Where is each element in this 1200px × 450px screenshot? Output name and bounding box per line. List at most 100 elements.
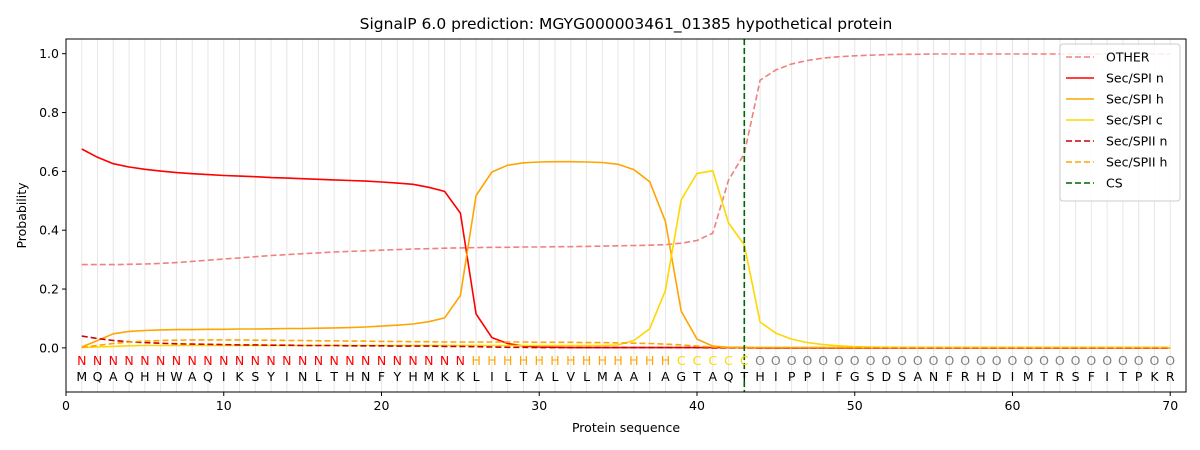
series-line-sec-spi-n	[81, 148, 1171, 349]
residue-label: A	[708, 369, 717, 384]
region-label: O	[850, 353, 860, 368]
residue-label: Y	[266, 369, 275, 384]
residue-label: T	[692, 369, 701, 384]
region-label: O	[771, 353, 781, 368]
x-tick-label: 50	[847, 398, 863, 413]
region-label: O	[960, 353, 970, 368]
residue-label: I	[222, 369, 226, 384]
residue-label: I	[821, 369, 825, 384]
region-label: N	[424, 353, 433, 368]
legend-entry: Sec/SPII h	[1106, 155, 1167, 170]
region-label: N	[140, 353, 149, 368]
residue-label: Q	[124, 369, 134, 384]
region-label: N	[393, 353, 402, 368]
residue-label: G	[676, 369, 686, 384]
region-label: N	[345, 353, 354, 368]
residue-label: L	[504, 369, 511, 384]
region-label: H	[582, 353, 591, 368]
residue-label: H	[755, 369, 764, 384]
residue-label: D	[881, 369, 891, 384]
sequence-annotation: NMNQNANQNHNHNWNANQNINKNSNYNINNNLNTNHNNNF…	[76, 353, 1175, 384]
y-axis-label: Probability	[14, 182, 29, 249]
residue-label: K	[456, 369, 465, 384]
region-label: H	[503, 353, 512, 368]
region-label: N	[251, 353, 260, 368]
region-label: O	[834, 353, 844, 368]
region-label: N	[408, 353, 417, 368]
residue-label: S	[1072, 369, 1080, 384]
region-label: H	[629, 353, 638, 368]
residue-label: W	[170, 369, 182, 384]
residue-label: V	[567, 369, 576, 384]
residue-label: A	[109, 369, 118, 384]
region-label: O	[866, 353, 876, 368]
region-label: N	[124, 353, 133, 368]
residue-label: F	[946, 369, 953, 384]
y-tick-label: 1.0	[39, 46, 59, 61]
residue-label: L	[583, 369, 590, 384]
legend-entry: Sec/SPI c	[1106, 113, 1163, 128]
residue-label: T	[1118, 369, 1127, 384]
residue-label: L	[315, 369, 322, 384]
residue-label: T	[519, 369, 528, 384]
region-label: O	[944, 353, 954, 368]
region-label: H	[598, 353, 607, 368]
region-label: O	[881, 353, 891, 368]
region-label: C	[708, 353, 717, 368]
region-label: O	[1165, 353, 1175, 368]
region-label: C	[677, 353, 686, 368]
y-tick-label: 0.2	[39, 282, 59, 297]
region-label: H	[645, 353, 654, 368]
residue-label: A	[188, 369, 197, 384]
y-tick-label: 0.8	[39, 105, 59, 120]
residue-label: M	[423, 369, 434, 384]
residue-label: P	[1135, 369, 1143, 384]
residue-label: K	[235, 369, 244, 384]
residue-label: I	[490, 369, 494, 384]
region-label: H	[613, 353, 622, 368]
residue-label: S	[898, 369, 906, 384]
region-label: N	[298, 353, 307, 368]
region-label: N	[93, 353, 102, 368]
region-label: O	[818, 353, 828, 368]
region-label: H	[471, 353, 480, 368]
x-tick-label: 30	[531, 398, 547, 413]
region-label: O	[1102, 353, 1112, 368]
residue-label: F	[378, 369, 385, 384]
residue-label: A	[630, 369, 639, 384]
y-axis-ticks: 0.0 0.2 0.4 0.6 0.8 1.0	[39, 46, 66, 355]
region-label: H	[661, 353, 670, 368]
region-label: N	[203, 353, 212, 368]
region-label: N	[77, 353, 86, 368]
residue-label: S	[251, 369, 259, 384]
region-label: O	[1150, 353, 1160, 368]
region-label: N	[329, 353, 338, 368]
residue-label: Q	[724, 369, 734, 384]
residue-label: K	[440, 369, 449, 384]
residue-label: I	[774, 369, 778, 384]
residue-label: L	[473, 369, 480, 384]
legend-entry: OTHER	[1106, 50, 1150, 65]
region-label: N	[314, 353, 323, 368]
residue-label: T	[329, 369, 338, 384]
region-label: C	[724, 353, 733, 368]
region-label: O	[1086, 353, 1096, 368]
region-label: O	[755, 353, 765, 368]
legend-entry: Sec/SPI h	[1106, 92, 1164, 107]
residue-label: D	[992, 369, 1002, 384]
region-label: N	[156, 353, 165, 368]
region-label: O	[1071, 353, 1081, 368]
region-label: O	[1055, 353, 1065, 368]
region-label: C	[740, 353, 749, 368]
series-line-sec-spii-n	[81, 335, 1171, 349]
region-label: N	[377, 353, 386, 368]
residue-label: T	[739, 369, 748, 384]
region-label: N	[361, 353, 370, 368]
region-label: O	[1039, 353, 1049, 368]
series-line-sec-spi-c	[81, 170, 1171, 349]
residue-label: I	[285, 369, 289, 384]
region-label: H	[550, 353, 559, 368]
legend-entry: Sec/SPII n	[1106, 134, 1167, 149]
region-label: N	[219, 353, 228, 368]
region-label: H	[535, 353, 544, 368]
